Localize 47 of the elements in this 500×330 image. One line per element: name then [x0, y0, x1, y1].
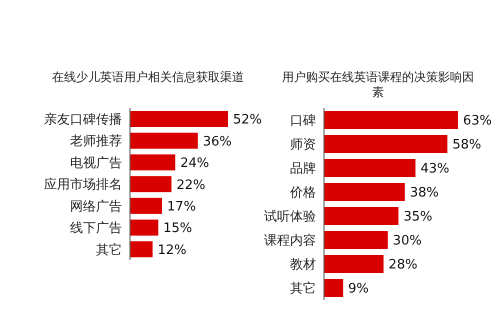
- y-tick-label: 价格: [289, 186, 316, 201]
- data-label: 15%: [163, 221, 192, 236]
- data-label: 43%: [420, 162, 450, 177]
- data-label: 28%: [388, 258, 418, 273]
- y-tick-label: 网络广告: [70, 199, 122, 214]
- data-label: 22%: [176, 178, 206, 193]
- y-tick-label: 其它: [290, 280, 316, 297]
- y-tick-label: 试听体验: [264, 210, 316, 225]
- bar: [130, 198, 162, 214]
- data-label: 24%: [180, 156, 210, 172]
- data-label: 30%: [392, 234, 422, 249]
- bar: [324, 231, 388, 249]
- bar: [130, 154, 176, 170]
- data-label: 58%: [452, 138, 482, 153]
- y-tick-label: 课程内容: [264, 232, 316, 249]
- data-label: 35%: [403, 210, 432, 225]
- bar: [130, 176, 172, 192]
- y-tick-label: 亲友口碑传播: [44, 112, 122, 128]
- bar: [324, 279, 344, 297]
- y-tick-label: 老师推荐: [70, 134, 122, 150]
- bar: [324, 159, 416, 177]
- data-label: 12%: [158, 242, 187, 258]
- bar: [130, 132, 198, 149]
- bar: [324, 207, 398, 225]
- y-tick-label: 应用市场排名: [44, 176, 122, 193]
- y-tick-label: 品牌: [290, 162, 316, 177]
- data-label: 63%: [463, 114, 492, 129]
- data-label: 36%: [202, 134, 232, 150]
- bar: [130, 241, 153, 258]
- data-label: 17%: [167, 199, 196, 214]
- data-label: 52%: [233, 112, 262, 128]
- y-tick-label: 口碑: [290, 114, 316, 129]
- y-tick-label: 师资: [290, 138, 316, 153]
- y-tick-label: 电视广告: [70, 156, 122, 171]
- bar: [130, 111, 228, 127]
- bar: [324, 111, 458, 129]
- data-label: 9%: [348, 282, 369, 297]
- y-tick-label: 其它: [96, 242, 122, 258]
- bar: [130, 220, 158, 236]
- chart-title: 用户购买在线英语课程的决策影响因素: [281, 70, 475, 101]
- chart-title: 在线少儿英语用户相关信息获取渠道: [51, 70, 245, 86]
- bar: [324, 255, 384, 273]
- bar: [324, 183, 405, 201]
- y-tick-label: 教材: [290, 258, 316, 273]
- bar: [324, 135, 448, 153]
- data-label: 38%: [410, 186, 439, 201]
- y-tick-label: 线下广告: [70, 221, 122, 236]
